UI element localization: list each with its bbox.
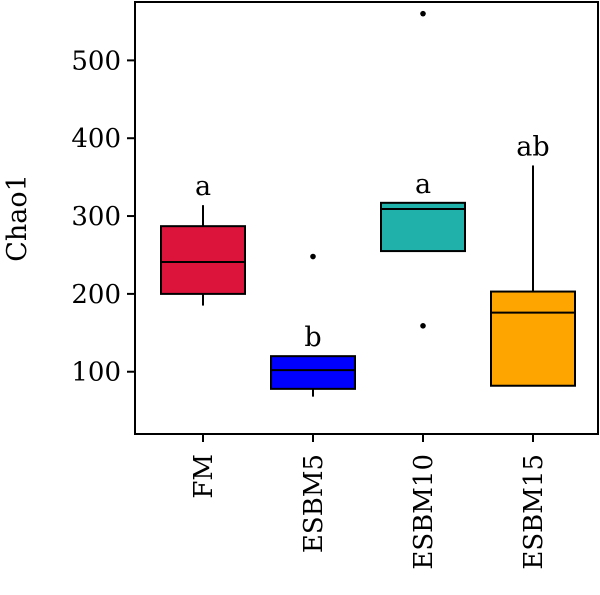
significance-label-esbm10: a [415, 169, 431, 200]
x-tick-label-esbm15: ESBM15 [519, 454, 549, 570]
outlier-esbm10-0 [420, 323, 426, 329]
outlier-esbm10-1 [420, 10, 426, 17]
y-tick-label-400: 400 [71, 124, 121, 154]
y-tick-label-500: 500 [71, 46, 121, 76]
box-esbm5 [270, 355, 356, 390]
y-tick-label-200: 200 [71, 280, 121, 310]
y-axis-label: Chao1 [2, 174, 33, 262]
significance-label-fm: a [195, 171, 211, 202]
x-tick-label-fm: FM [189, 454, 219, 499]
y-tick-label-100: 100 [71, 358, 121, 388]
y-tick-label-300: 300 [71, 202, 121, 232]
outlier-esbm5-0 [310, 253, 316, 260]
box-esbm10 [380, 201, 466, 253]
box-fm [160, 225, 246, 295]
x-tick-label-esbm5: ESBM5 [299, 454, 329, 553]
plot-frame [134, 1, 599, 435]
x-tick-label-esbm10: ESBM10 [409, 454, 439, 570]
box-esbm15 [490, 290, 576, 387]
significance-label-esbm5: b [304, 322, 321, 353]
significance-label-esbm15: ab [516, 131, 549, 162]
